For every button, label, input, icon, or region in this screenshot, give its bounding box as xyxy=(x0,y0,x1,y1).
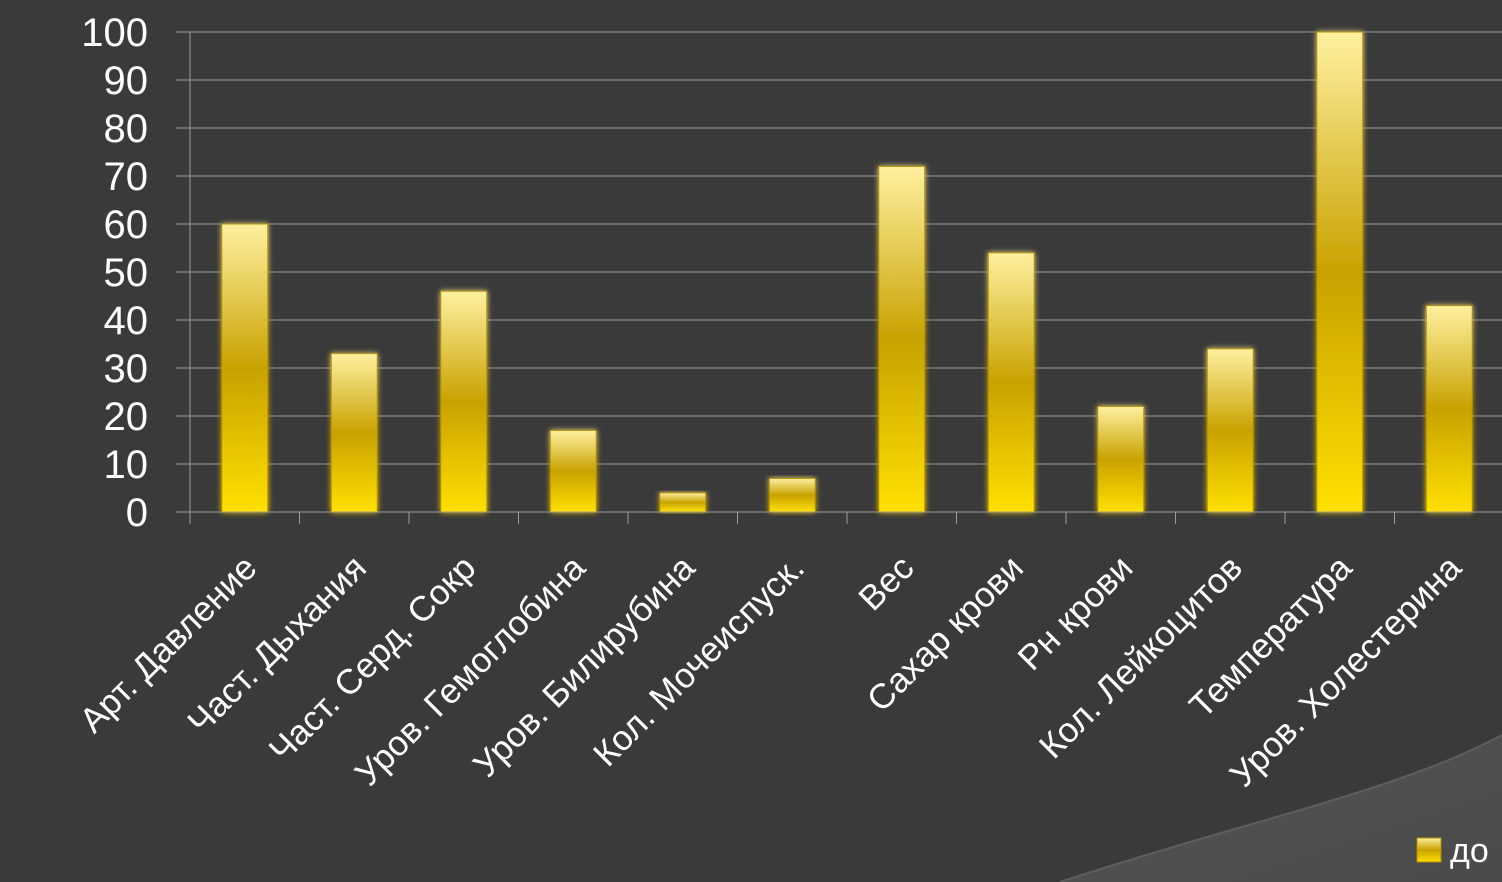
y-tick-label: 70 xyxy=(104,155,149,199)
background-swoosh-edge xyxy=(1059,734,1502,882)
bar xyxy=(768,477,816,513)
background-swoosh xyxy=(1060,735,1502,882)
y-tick-label: 100 xyxy=(81,11,148,55)
x-tick-label: Вес xyxy=(851,548,921,618)
y-tick-label: 50 xyxy=(104,251,149,295)
bar xyxy=(440,290,488,513)
y-tick-label: 40 xyxy=(104,299,149,343)
bar xyxy=(1316,31,1364,513)
gridlines xyxy=(190,31,1502,513)
legend-swatch xyxy=(1416,837,1442,863)
bar xyxy=(1206,348,1254,513)
bar xyxy=(1425,305,1473,513)
bar xyxy=(221,223,269,513)
legend: до xyxy=(1416,832,1489,870)
bar xyxy=(549,429,597,513)
y-tick-label: 60 xyxy=(104,203,149,247)
x-tick-label: Кол. Мочеиспуск. xyxy=(586,548,812,774)
x-tick-label: Част. Серд. Сокр xyxy=(262,548,484,770)
y-tick-label: 20 xyxy=(104,395,149,439)
bar xyxy=(987,252,1035,513)
x-axis xyxy=(189,511,1502,524)
y-tick-label: 0 xyxy=(126,491,148,535)
bar xyxy=(1097,405,1145,513)
y-tick-label: 10 xyxy=(104,443,149,487)
bar xyxy=(659,492,707,513)
y-tick-label: 80 xyxy=(104,107,149,151)
y-tick-label: 90 xyxy=(104,59,149,103)
y-tick-label: 30 xyxy=(104,347,149,391)
bar xyxy=(330,353,378,513)
bar-series xyxy=(221,31,1473,513)
bar xyxy=(878,165,926,513)
legend-label-do: до xyxy=(1450,832,1489,870)
x-tick-label: Кол. Лейкоцитов xyxy=(1032,548,1250,766)
